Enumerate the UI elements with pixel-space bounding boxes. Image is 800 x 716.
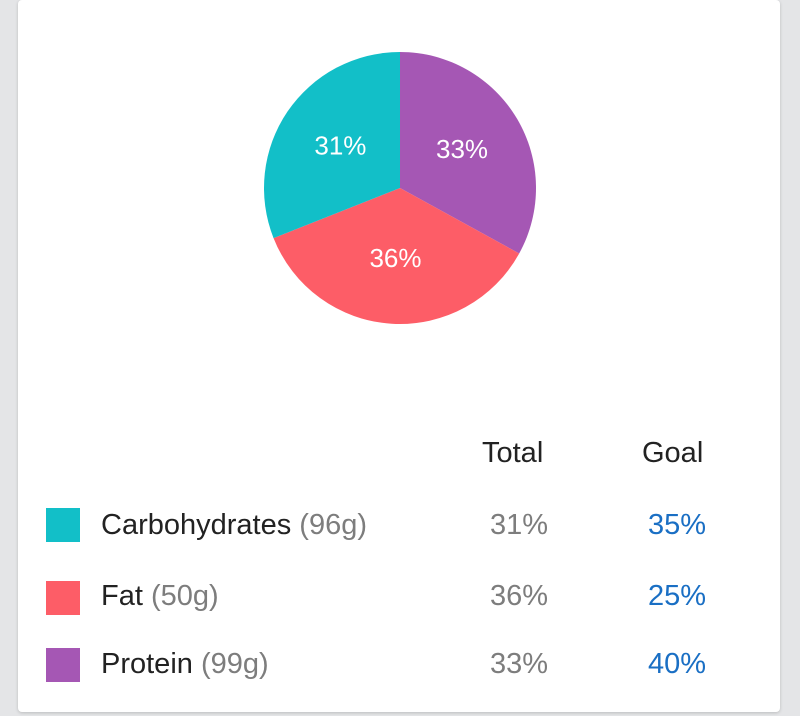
pie-slice-carbohydrates [263, 52, 400, 239]
pie-chart: 33% 36% 31% [263, 52, 537, 324]
macro-grams: (50g) [150, 580, 219, 612]
macro-label: Carbohydrates [101, 509, 292, 541]
macro-grams: (96g) [299, 509, 367, 541]
total-value-protein: 33% [490, 648, 549, 680]
column-header-goal: Goal [642, 437, 704, 469]
table-row-fat: Fat (50g) 36% 25% [0, 576, 800, 626]
goal-value-fat: 25% [648, 580, 707, 612]
pie-svg: 33% 36% 31% [263, 52, 537, 324]
macro-name-protein: Protein (99g) [101, 648, 269, 681]
macro-label: Protein [101, 648, 193, 680]
table-row-carbohydrates: Carbohydrates (96g) 31% 35% [0, 503, 800, 553]
goal-value-protein: 40% [648, 648, 707, 680]
legend-swatch-carbohydrates [46, 508, 80, 542]
macro-label: Fat [101, 580, 143, 612]
total-value-fat: 36% [490, 580, 549, 612]
total-value-carbohydrates: 31% [490, 509, 549, 541]
goal-value-carbohydrates: 35% [648, 509, 707, 541]
pie-slice-fat [273, 188, 520, 324]
macro-name-carbohydrates: Carbohydrates (96g) [101, 509, 367, 542]
pie-label-protein: 33% [436, 134, 488, 164]
macro-grams: (99g) [200, 648, 269, 680]
table-row-protein: Protein (99g) 33% 40% [0, 645, 800, 695]
column-header-total: Total [482, 437, 544, 469]
pie-label-fat: 36% [369, 243, 421, 273]
pie-slice-protein [400, 52, 537, 254]
pie-label-carbohydrates: 31% [314, 130, 366, 160]
legend-swatch-protein [46, 648, 80, 682]
macro-name-fat: Fat (50g) [101, 580, 219, 613]
legend-swatch-fat [46, 581, 80, 615]
